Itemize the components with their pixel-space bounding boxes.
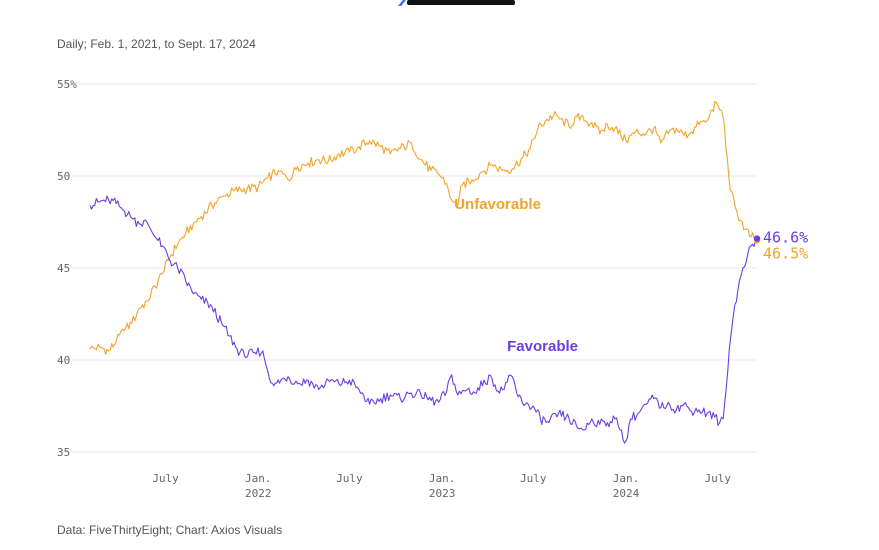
chart-series [89,101,761,444]
series-line-unfavorable [89,101,758,355]
x-tick-year-label: 2024 [613,487,640,500]
series-line-favorable [89,195,758,444]
x-tick-label: July [520,472,547,485]
x-tick-year-label: 2022 [245,487,272,500]
series-label-favorable: Favorable [507,338,578,355]
end-value-label-favorable: 46.6% [763,229,808,247]
x-tick-label: Jan. [245,472,272,485]
y-tick-label: 45 [57,262,70,275]
end-value-label-unfavorable: 46.5% [763,245,808,263]
y-tick-label: 35 [57,446,70,459]
chart-source-credit: Data: FiveThirtyEight; Chart: Axios Visu… [57,523,283,537]
logo-accent-slash [398,0,406,6]
chart-grid [57,83,757,453]
x-tick-year-label: 2023 [429,487,456,500]
y-tick-label: 55% [57,78,77,91]
series-label-unfavorable: Unfavorable [454,196,541,213]
x-tick-label: Jan. [429,472,456,485]
x-tick-label: July [704,472,731,485]
y-axis-ticks: 55% 50 45 40 35 [57,78,77,459]
x-tick-label: July [336,472,363,485]
chart-subtitle: Daily; Feb. 1, 2021, to Sept. 17, 2024 [57,37,256,51]
logo-wordmark-fragment [407,0,515,5]
axios-logo [398,0,515,6]
y-tick-label: 50 [57,170,70,183]
x-tick-label: July [152,472,179,485]
x-tick-label: Jan. [613,472,640,485]
y-tick-label: 40 [57,354,70,367]
chart-labels: 46.6%46.5% Unfavorable Favorable [454,196,808,355]
x-axis-ticks: July Jan. 2022 July Jan. 2023 July Jan. 2024 July [152,472,731,500]
series-end-dot-favorable [753,235,761,242]
